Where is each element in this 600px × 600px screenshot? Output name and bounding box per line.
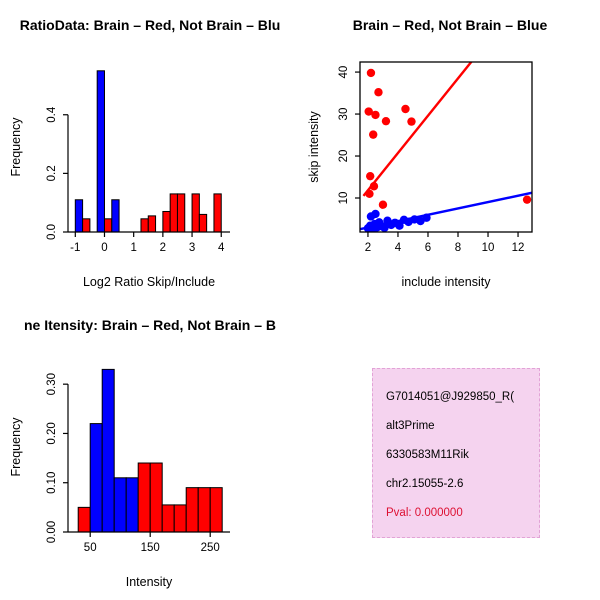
chart-title: Brain – Red, Not Brain – Blue <box>353 17 548 33</box>
brain-red-point <box>401 104 410 114</box>
x-tick-label: 10 <box>482 242 495 254</box>
hist-bar-blue <box>111 199 120 233</box>
x-tick-label: 250 <box>201 542 220 554</box>
hist-bar-red <box>82 218 91 233</box>
hist-bar-red <box>147 215 157 233</box>
gene-info-box: G7014051@J929850_R( alt3Prime 6330583M11… <box>372 368 540 538</box>
hist-bar-blue <box>101 368 115 533</box>
x-tick-label: 1 <box>130 242 136 254</box>
chart-title: RatioData: Brain – Red, Not Brain – Blu <box>20 17 281 33</box>
hist-bar-red <box>198 213 208 233</box>
not-brain-blue-point <box>371 209 380 219</box>
x-tick-label: 12 <box>512 242 525 254</box>
chart-title: ne Itensity: Brain – Red, Not Brain – B <box>24 317 276 333</box>
y-tick-label: 30 <box>338 108 350 121</box>
y-tick-label: 0.30 <box>46 373 58 395</box>
x-tick-label: 3 <box>189 242 195 254</box>
hist-bar-red <box>162 210 171 233</box>
hist-bar-red <box>213 193 222 233</box>
chromosome-location-text: chr2.15055-2.6 <box>386 478 464 490</box>
brain-red-point <box>407 117 416 126</box>
y-axis-label: Frequency <box>9 117 23 177</box>
x-tick-label: 150 <box>141 542 160 554</box>
x-axis-label: include intensity <box>402 275 492 289</box>
hist-bar-red <box>185 487 199 533</box>
brain-red-point <box>366 68 376 78</box>
hist-bar-red <box>161 504 175 533</box>
hist-bar-red <box>103 218 113 233</box>
hist-bar-red <box>197 487 211 533</box>
x-tick-label: 2 <box>160 242 166 254</box>
x-tick-label: 0 <box>101 242 107 254</box>
hist-bar-red <box>191 193 200 233</box>
gene-intensity-histogram: ne Itensity: Brain – Red, Not Brain – B I… <box>9 317 276 589</box>
hist-bar-blue <box>96 70 105 233</box>
not-brain-blue-point <box>395 221 404 230</box>
splice-type-text: alt3Prime <box>386 420 435 432</box>
plot-frame <box>359 61 533 233</box>
x-tick-label: 4 <box>218 242 225 254</box>
not-brain-blue-point <box>380 223 389 232</box>
y-tick-label: 0.00 <box>46 521 58 543</box>
x-tick-label: 4 <box>395 242 402 254</box>
brain-red-point <box>366 171 375 181</box>
red-fit-line <box>362 62 473 197</box>
x-axis-label: Log2 Ratio Skip/Include <box>83 275 215 289</box>
hist-bar-red <box>149 462 163 533</box>
gene-name-text: 6330583M11Rik <box>386 449 469 461</box>
y-tick-label: 10 <box>338 192 350 205</box>
brain-red-point <box>369 130 378 139</box>
hist-bar-red <box>169 193 178 233</box>
x-tick-label: 2 <box>365 242 371 254</box>
hist-bar-red <box>137 462 151 533</box>
hist-bar-blue <box>74 199 84 233</box>
x-axis-label: Intensity <box>126 575 173 589</box>
hist-bar-red <box>176 193 186 233</box>
hist-bar-red <box>209 487 223 533</box>
gene-id-text: G7014051@J929850_R( <box>386 391 515 403</box>
skip-include-scatterplot: Brain – Red, Not Brain – Blue include int… <box>307 17 548 289</box>
brain-red-point <box>381 116 391 126</box>
brain-red-point <box>364 107 373 116</box>
hist-bar-blue <box>113 477 127 533</box>
hist-bar-red <box>173 504 187 533</box>
y-axis-label: Frequency <box>9 417 23 477</box>
hist-bar-blue <box>89 423 103 533</box>
brain-red-point <box>371 110 380 120</box>
pvalue-text: Pval: 0.000000 <box>386 507 463 519</box>
y-tick-label: 0.0 <box>46 224 58 240</box>
y-tick-label: 0.2 <box>46 165 58 181</box>
hist-bar-red <box>140 218 149 233</box>
y-axis-label: skip intensity <box>307 110 321 182</box>
y-tick-label: 0.10 <box>46 472 58 494</box>
y-tick-label: 0.4 <box>46 106 58 123</box>
y-tick-label: 40 <box>338 66 350 79</box>
y-tick-label: 20 <box>338 150 350 163</box>
x-tick-label: -1 <box>70 242 80 254</box>
x-tick-label: 50 <box>84 542 97 554</box>
brain-red-point <box>522 195 532 204</box>
blue-fit-line <box>360 191 532 231</box>
x-tick-label: 6 <box>425 242 431 254</box>
hist-bar-blue <box>125 477 139 533</box>
log2-ratio-histogram: RatioData: Brain – Red, Not Brain – Blu L… <box>9 17 281 289</box>
x-tick-label: 8 <box>455 242 461 254</box>
hist-bar-red <box>77 506 91 533</box>
brain-red-point <box>378 200 388 209</box>
brain-red-point <box>374 88 383 97</box>
y-tick-label: 0.20 <box>46 422 58 444</box>
